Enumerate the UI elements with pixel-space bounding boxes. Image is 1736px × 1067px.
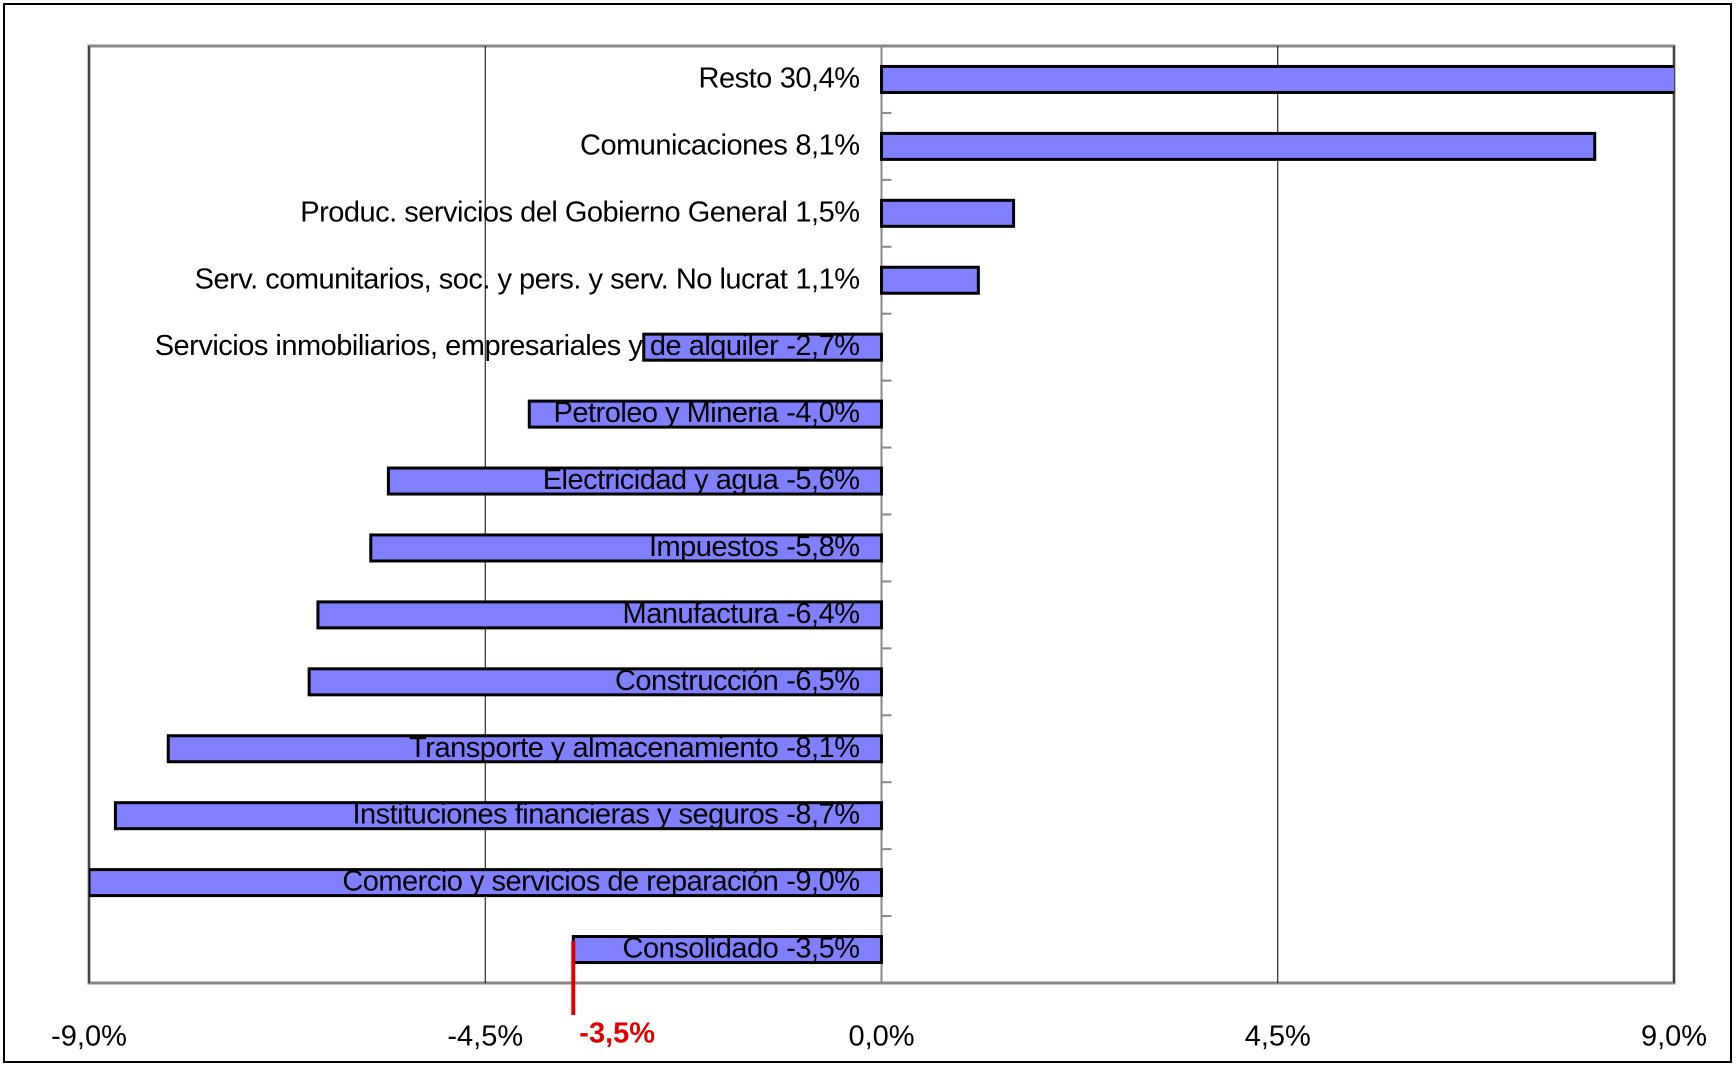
value-label: -6,5% — [786, 664, 859, 696]
bars — [89, 64, 1674, 965]
x-tick-label: -9,0% — [51, 1021, 127, 1053]
category-label: Construcción -6,5% — [615, 664, 860, 696]
bar — [113, 801, 883, 831]
category-label: Produc. servicios del Gobierno General 1,… — [300, 196, 859, 228]
value-label: -9,0% — [786, 865, 859, 897]
value-label: -2,7% — [786, 330, 859, 362]
bar — [307, 667, 883, 697]
value-label: 30,4% — [780, 62, 860, 94]
value-label: -5,8% — [786, 531, 859, 563]
value-label: 1,1% — [795, 263, 859, 295]
category-label: Manufactura -6,4% — [623, 598, 860, 630]
value-label: -8,7% — [786, 798, 859, 830]
category-name: Comercio y servicios de reparación — [342, 865, 778, 897]
x-tick-label: -4,5% — [447, 1021, 523, 1053]
chart-frame — [3, 3, 1732, 1063]
bar — [880, 198, 1016, 228]
category-name: Instituciones financieras y seguros — [352, 798, 778, 830]
bar — [166, 734, 883, 764]
category-label: Petroleo y Mineria -4,0% — [554, 397, 860, 429]
category-label: Consolidado -3,5% — [623, 932, 860, 964]
category-label: Comercio y servicios de reparación -9,0% — [342, 865, 859, 897]
category-name: Transporte y almacenamiento — [409, 731, 778, 763]
category-name: Servicios inmobiliarios, empresariales y… — [155, 330, 779, 362]
category-label: Resto 30,4% — [699, 62, 860, 94]
value-label: 1,5% — [795, 196, 859, 228]
bar — [369, 533, 883, 563]
bar — [316, 600, 883, 630]
value-label: -4,0% — [786, 397, 859, 429]
category-name: Electricidad y agua — [543, 464, 780, 496]
category-name: Resto — [699, 62, 772, 94]
category-label: Serv. comunitarios, soc. y pers. y serv.… — [195, 263, 860, 295]
category-label: Instituciones financieras y seguros -8,7% — [352, 798, 859, 830]
category-name: Petroleo y Mineria — [554, 397, 780, 429]
value-label: -6,4% — [786, 598, 859, 630]
bar — [880, 265, 980, 295]
category-name: Impuestos — [649, 531, 778, 563]
category-name: Comunicaciones — [580, 129, 787, 161]
value-label: -3,5% — [786, 932, 859, 964]
category-name: Produc. servicios del Gobierno General — [300, 196, 787, 228]
category-label: Impuestos -5,8% — [649, 531, 860, 563]
bar — [89, 868, 883, 898]
category-label: Transporte y almacenamiento -8,1% — [409, 731, 859, 763]
value-label: -8,1% — [786, 731, 859, 763]
category-label: Electricidad y agua -5,6% — [543, 464, 860, 496]
bar — [880, 131, 1597, 161]
category-name: Construcción — [615, 664, 778, 696]
annotation-label: -3,5% — [579, 1018, 655, 1050]
x-tick-label: 0,0% — [848, 1021, 914, 1053]
category-label: Servicios inmobiliarios, empresariales y… — [155, 330, 860, 362]
bar — [880, 64, 1674, 94]
category-name: Serv. comunitarios, soc. y pers. y serv.… — [195, 263, 788, 295]
category-label: Comunicaciones 8,1% — [580, 129, 860, 161]
value-label: 8,1% — [795, 129, 859, 161]
bar — [527, 399, 883, 429]
bar — [571, 935, 883, 965]
x-tick-label: 4,5% — [1245, 1021, 1311, 1053]
category-name: Consolidado — [623, 932, 779, 964]
category-name: Manufactura — [623, 598, 780, 630]
x-tick-label: 9,0% — [1641, 1021, 1707, 1053]
bar — [386, 466, 883, 496]
value-label: -5,6% — [786, 464, 859, 496]
bar — [642, 332, 883, 362]
